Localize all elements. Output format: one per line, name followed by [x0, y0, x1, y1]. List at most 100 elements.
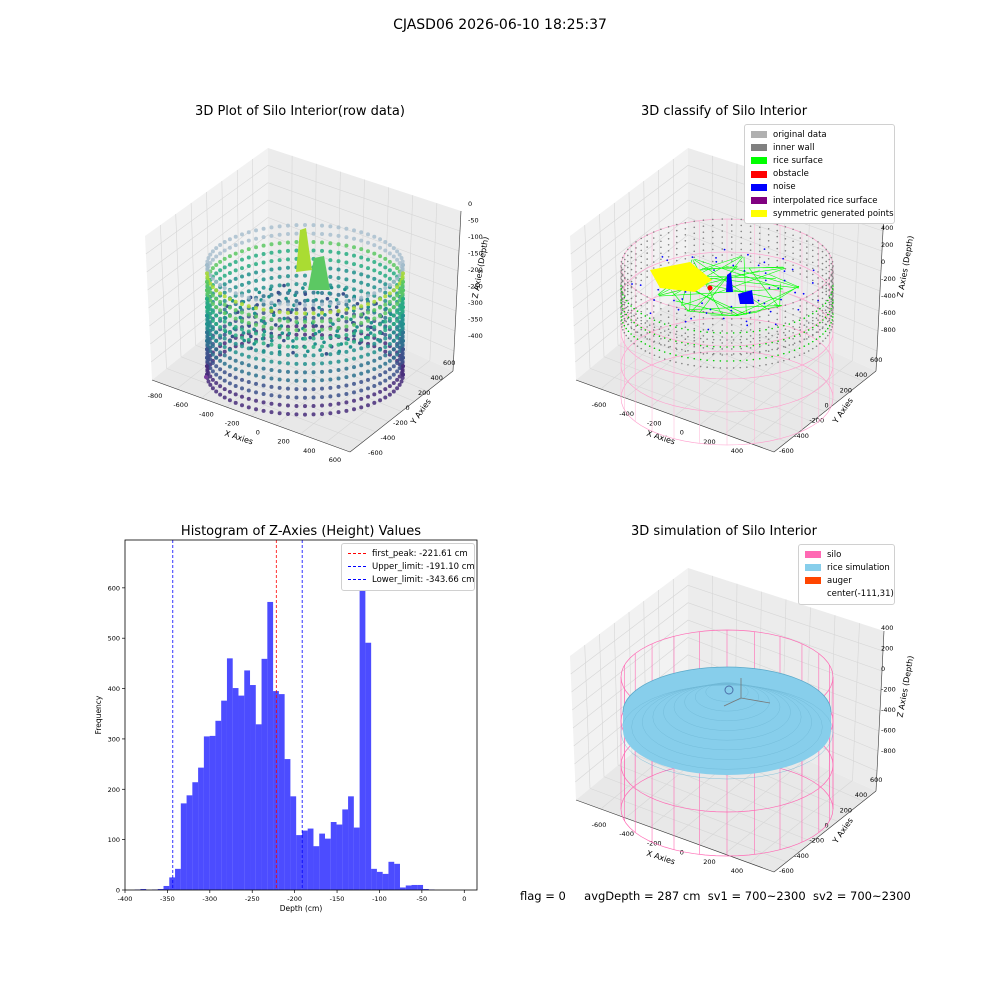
classify-wall-point	[620, 283, 622, 285]
raw-point	[222, 336, 227, 341]
raw-point	[227, 254, 232, 259]
simulation-ztick-label: 200	[881, 645, 893, 653]
classify-wall-point	[749, 341, 752, 343]
classify-wall-point	[693, 345, 696, 348]
raw-point	[277, 301, 282, 306]
classify-noise-point	[763, 248, 766, 251]
classify-wall-point	[752, 358, 755, 361]
classify-noise-point	[709, 308, 712, 311]
raw-point	[366, 305, 371, 309]
classify-wall-point	[635, 271, 637, 273]
classify-wall-point	[803, 324, 806, 326]
raw-point	[400, 317, 405, 322]
histogram-bar	[169, 877, 176, 890]
raw-point	[401, 313, 405, 318]
classify-wall-point	[630, 315, 633, 318]
raw-point	[269, 331, 274, 336]
classify-noise-point	[677, 308, 680, 311]
raw-point	[365, 282, 370, 287]
classify-wall-point	[675, 326, 677, 328]
classify-wall-point	[825, 248, 828, 251]
raw-point	[336, 242, 341, 247]
histogram-bar	[325, 838, 331, 890]
classify-ztick-label: -800	[881, 326, 896, 334]
classify-wall-point	[807, 315, 810, 317]
classify-wall-point	[746, 366, 748, 368]
raw-point	[311, 412, 316, 417]
raw-point	[344, 341, 349, 346]
classify-wall-point	[806, 264, 808, 266]
raw-point	[352, 356, 356, 361]
raw-point	[285, 395, 290, 400]
classify-wall-point	[831, 323, 834, 325]
raw-point	[218, 299, 223, 304]
raw-point	[291, 339, 295, 343]
classify-wall-point	[693, 256, 696, 259]
classify-xlabel: X Axies	[645, 429, 676, 447]
classify-wall-point	[681, 348, 683, 351]
classify-wall-point	[817, 301, 819, 303]
classify-wall-point	[644, 350, 647, 352]
raw-point	[391, 313, 396, 318]
classify-wall-point	[623, 303, 626, 306]
classify-wall-point	[630, 303, 633, 306]
raw-point	[246, 247, 251, 252]
raw-point	[387, 291, 392, 296]
classify-grid	[573, 234, 880, 327]
simulation-ztick-label: 0	[881, 665, 885, 673]
raw-point	[285, 302, 290, 307]
simulation-surface-grid	[641, 684, 812, 760]
classify-wall-point	[652, 305, 655, 307]
raw-point	[311, 306, 315, 311]
raw-point	[365, 361, 370, 366]
histogram-ytick-label: 0	[116, 887, 120, 895]
raw-point	[344, 316, 349, 321]
classify-wall-point	[621, 298, 623, 300]
classify-wall-point	[831, 309, 834, 311]
classify-wall-point	[825, 305, 828, 308]
raw-point	[254, 297, 258, 302]
simulation-legend-label: auger	[827, 575, 852, 586]
simulation-grid	[571, 602, 883, 693]
raw-point	[387, 333, 392, 338]
classify-wall-point	[811, 319, 814, 322]
classify-wall-point	[799, 231, 802, 233]
raw-point	[341, 292, 346, 296]
classify-wall-point	[792, 246, 794, 249]
classify-wall-point	[658, 342, 661, 345]
classify-wall-point	[815, 338, 818, 340]
raw-point	[277, 310, 282, 315]
classify-wall-point	[621, 280, 624, 283]
raw-point	[395, 344, 400, 349]
classify-wall-point	[765, 328, 767, 331]
classify-wall-point	[806, 296, 808, 298]
classify-legend-label: obstacle	[773, 169, 809, 180]
raw-point	[240, 394, 245, 399]
classify-wall-point	[684, 350, 687, 353]
raw-point	[328, 402, 333, 407]
classify-wall-point	[803, 338, 806, 340]
classify-wall-point	[646, 308, 648, 310]
classify-wall-point	[730, 236, 733, 238]
classify-wall-point	[627, 316, 630, 319]
raw-point	[222, 387, 227, 392]
raw-point	[378, 313, 383, 318]
raw-point	[214, 313, 219, 318]
classify-wall-point	[771, 355, 773, 358]
classify-wall-point	[765, 342, 767, 345]
classify-wall-point	[793, 335, 796, 338]
classify-surface-line	[734, 294, 783, 317]
raw-point	[387, 308, 392, 313]
raw-point	[344, 324, 349, 329]
histogram-bar	[359, 558, 366, 890]
raw-point	[277, 360, 282, 365]
classify-wall-point	[828, 303, 831, 306]
classify-wall-point	[799, 305, 802, 307]
classify-wall-point	[726, 346, 728, 348]
classify-wall-point	[811, 249, 814, 252]
classify-wall-point	[777, 340, 779, 342]
classify-noise-point	[746, 324, 749, 327]
classify-wall-point	[782, 324, 785, 327]
classify-noise-point	[748, 311, 751, 314]
classify-wall-point	[620, 320, 622, 322]
